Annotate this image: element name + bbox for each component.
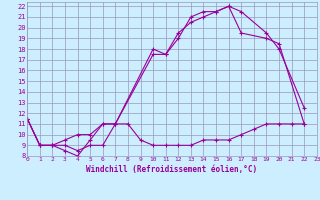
- X-axis label: Windchill (Refroidissement éolien,°C): Windchill (Refroidissement éolien,°C): [86, 165, 258, 174]
